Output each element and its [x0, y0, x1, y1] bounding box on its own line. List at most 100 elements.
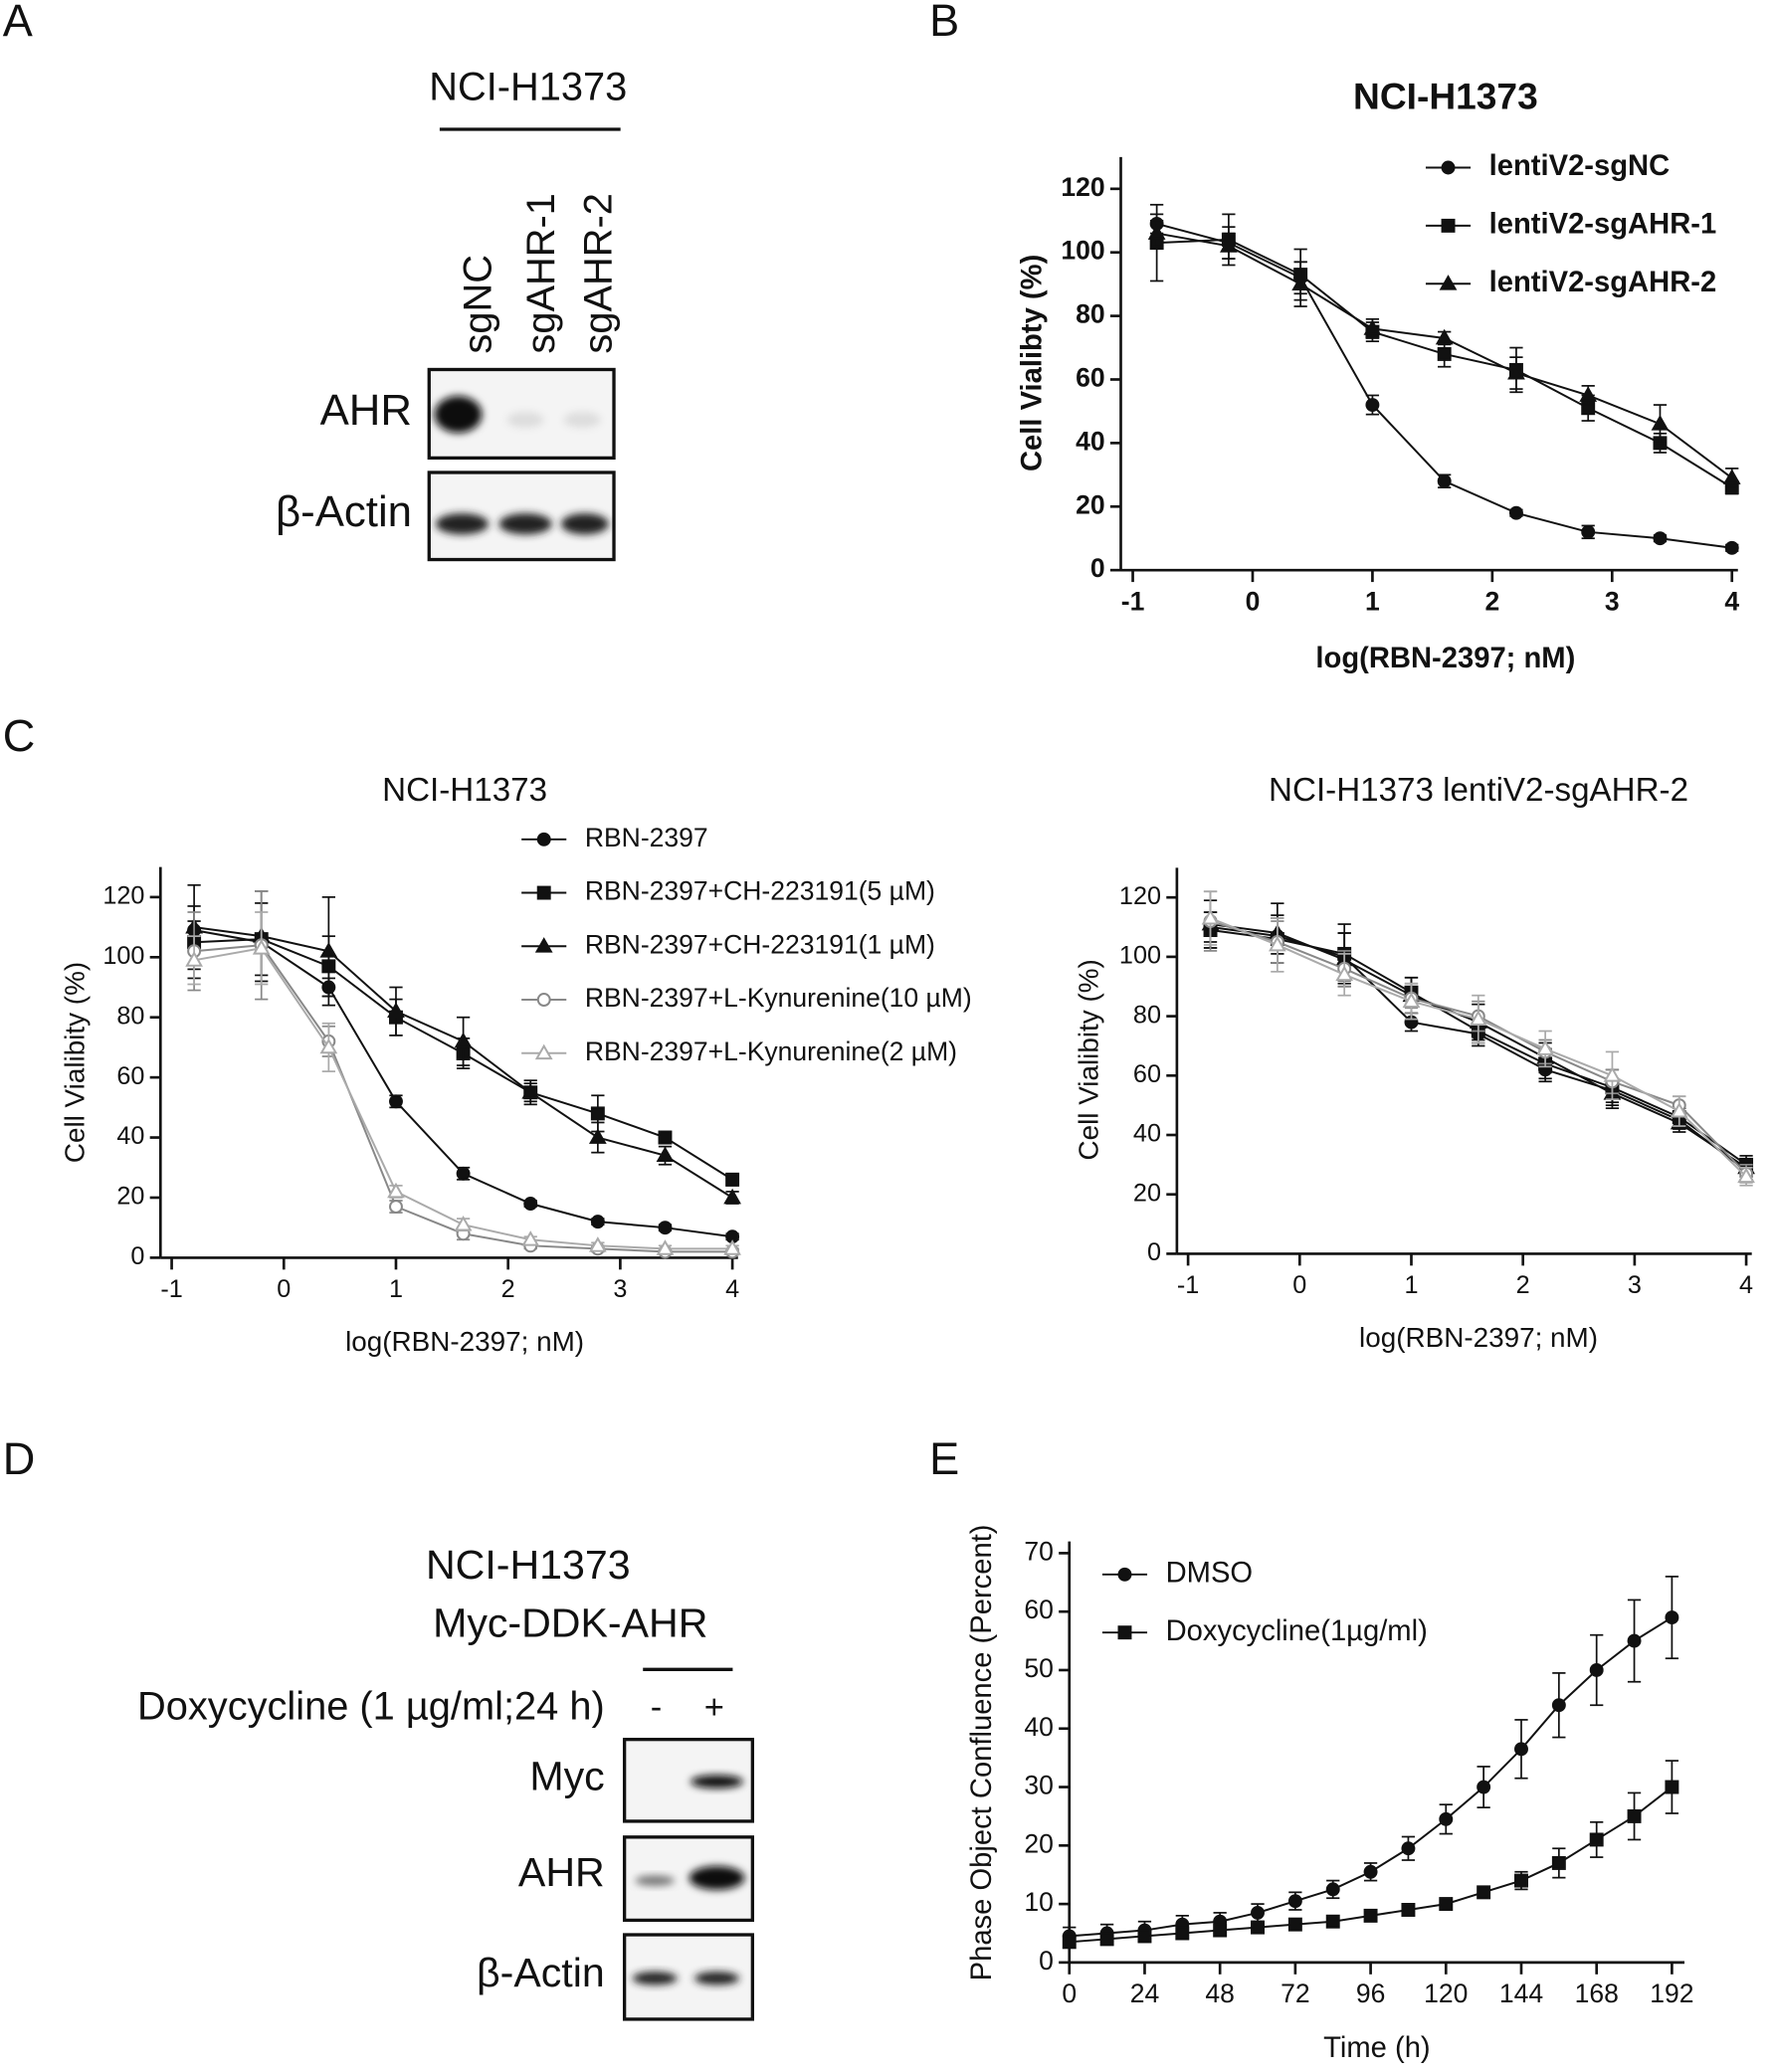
lane-label: sgAHR-1 [519, 193, 563, 353]
marker [590, 1106, 605, 1121]
band [693, 1972, 740, 1985]
y-tick-label: 50 [1024, 1653, 1054, 1683]
legend-label: Doxycycline(1µg/ml) [1166, 1615, 1428, 1647]
chart-title: NCI-H1373 [1353, 75, 1538, 116]
y-tick-label: 0 [1090, 553, 1105, 583]
lane-label: + [704, 1688, 724, 1726]
row-label: AHR [320, 386, 412, 435]
row-label: AHR [518, 1849, 605, 1895]
marker [1665, 1780, 1679, 1794]
x-axis-title: log(RBN-2397; nM) [1315, 643, 1575, 674]
x-tick-label: -1 [160, 1275, 182, 1303]
marker [536, 885, 551, 900]
legend-label: lentiV2-sgNC [1489, 150, 1671, 182]
marker [1670, 1101, 1688, 1118]
y-tick-label: 60 [1133, 1060, 1161, 1088]
lane-label: sgAHR-2 [576, 193, 620, 353]
chart-title: NCI-H1373 lentiV2-sgAHR-2 [1269, 772, 1688, 809]
marker [319, 1037, 338, 1054]
x-tick-label: 72 [1280, 1978, 1310, 2008]
x-axis-title: Time (h) [1323, 2032, 1431, 2064]
band [506, 411, 544, 428]
marker [1536, 1039, 1555, 1055]
x-tick-label: 144 [1499, 1978, 1543, 2008]
y-tick-label: 30 [1024, 1771, 1054, 1800]
blot-title: NCI-H1373 [429, 66, 627, 109]
legend-label: lentiV2-sgAHR-1 [1489, 209, 1717, 241]
series-line [193, 929, 733, 1238]
row-label: Myc [529, 1753, 604, 1798]
marker [387, 1182, 405, 1199]
marker [1062, 1935, 1077, 1950]
marker [1589, 1663, 1604, 1677]
marker [1579, 386, 1598, 402]
legend-label: RBN-2397+L-Kynurenine(2 µM) [585, 1036, 957, 1066]
x-tick-label: 3 [613, 1275, 627, 1303]
marker [1437, 346, 1452, 361]
row-label: β-Actin [477, 1950, 605, 1995]
y-tick-label: 60 [1076, 363, 1105, 393]
marker [1325, 1914, 1340, 1929]
marker [1508, 505, 1523, 520]
y-tick-label: 20 [1133, 1179, 1161, 1207]
marker [1722, 469, 1741, 484]
band [563, 411, 601, 428]
marker [656, 1146, 675, 1163]
marker [1469, 1010, 1487, 1026]
y-tick-label: 20 [116, 1183, 144, 1211]
legend-label: RBN-2397+CH-223191(5 µM) [585, 876, 935, 906]
marker [389, 1200, 403, 1215]
marker [1201, 908, 1220, 925]
marker [454, 1032, 473, 1048]
legend-label: lentiV2-sgAHR-2 [1489, 267, 1717, 298]
x-tick-label: 2 [1516, 1271, 1530, 1299]
band [632, 1972, 678, 1985]
marker [387, 1002, 405, 1019]
marker [1439, 1811, 1454, 1826]
y-tick-label: 0 [1147, 1238, 1161, 1266]
marker [1287, 1894, 1302, 1909]
y-tick-label: 0 [130, 1242, 144, 1270]
x-tick-label: 3 [1605, 586, 1620, 616]
marker [521, 1083, 540, 1099]
panel-label: E [929, 1433, 959, 1484]
marker [1603, 1066, 1622, 1082]
x-tick-label: 96 [1356, 1978, 1386, 2008]
x-tick-label: 1 [389, 1275, 403, 1303]
marker [1363, 319, 1382, 335]
marker [1665, 1610, 1679, 1625]
marker [1251, 1920, 1265, 1935]
marker [1363, 1864, 1378, 1879]
marker [1551, 1698, 1566, 1713]
marker [1268, 935, 1286, 952]
lane-label: sgNC [457, 255, 500, 354]
x-tick-label: 2 [1484, 586, 1499, 616]
series-line [1210, 917, 1747, 1178]
marker [1401, 1903, 1416, 1917]
marker [1627, 1633, 1642, 1648]
x-tick-label: 168 [1575, 1978, 1619, 2008]
band [498, 513, 552, 535]
panel-label: C [3, 710, 36, 761]
marker [1441, 218, 1456, 233]
marker [252, 939, 271, 955]
series-line [1069, 1616, 1673, 1938]
marker [1137, 1929, 1152, 1944]
marker [1653, 531, 1668, 546]
marker [1251, 1905, 1265, 1920]
marker [1435, 328, 1454, 345]
y-tick-label: 100 [102, 942, 144, 970]
marker [454, 1215, 473, 1231]
marker [389, 1094, 403, 1109]
treatment-label: Doxycycline (1 µg/ml;24 h) [137, 1685, 605, 1729]
marker [534, 1043, 553, 1060]
marker [1514, 1742, 1528, 1757]
marker [725, 1172, 740, 1187]
marker [658, 1130, 673, 1145]
legend-label: DMSO [1166, 1558, 1254, 1590]
blot-title: Myc-DDK-AHR [433, 1600, 707, 1645]
y-tick-label: 40 [1024, 1712, 1054, 1742]
marker [658, 1221, 673, 1235]
marker [1099, 1932, 1114, 1947]
